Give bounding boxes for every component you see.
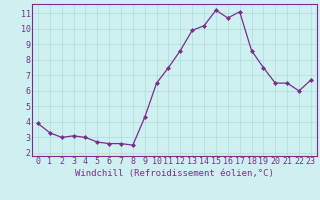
X-axis label: Windchill (Refroidissement éolien,°C): Windchill (Refroidissement éolien,°C) (75, 169, 274, 178)
